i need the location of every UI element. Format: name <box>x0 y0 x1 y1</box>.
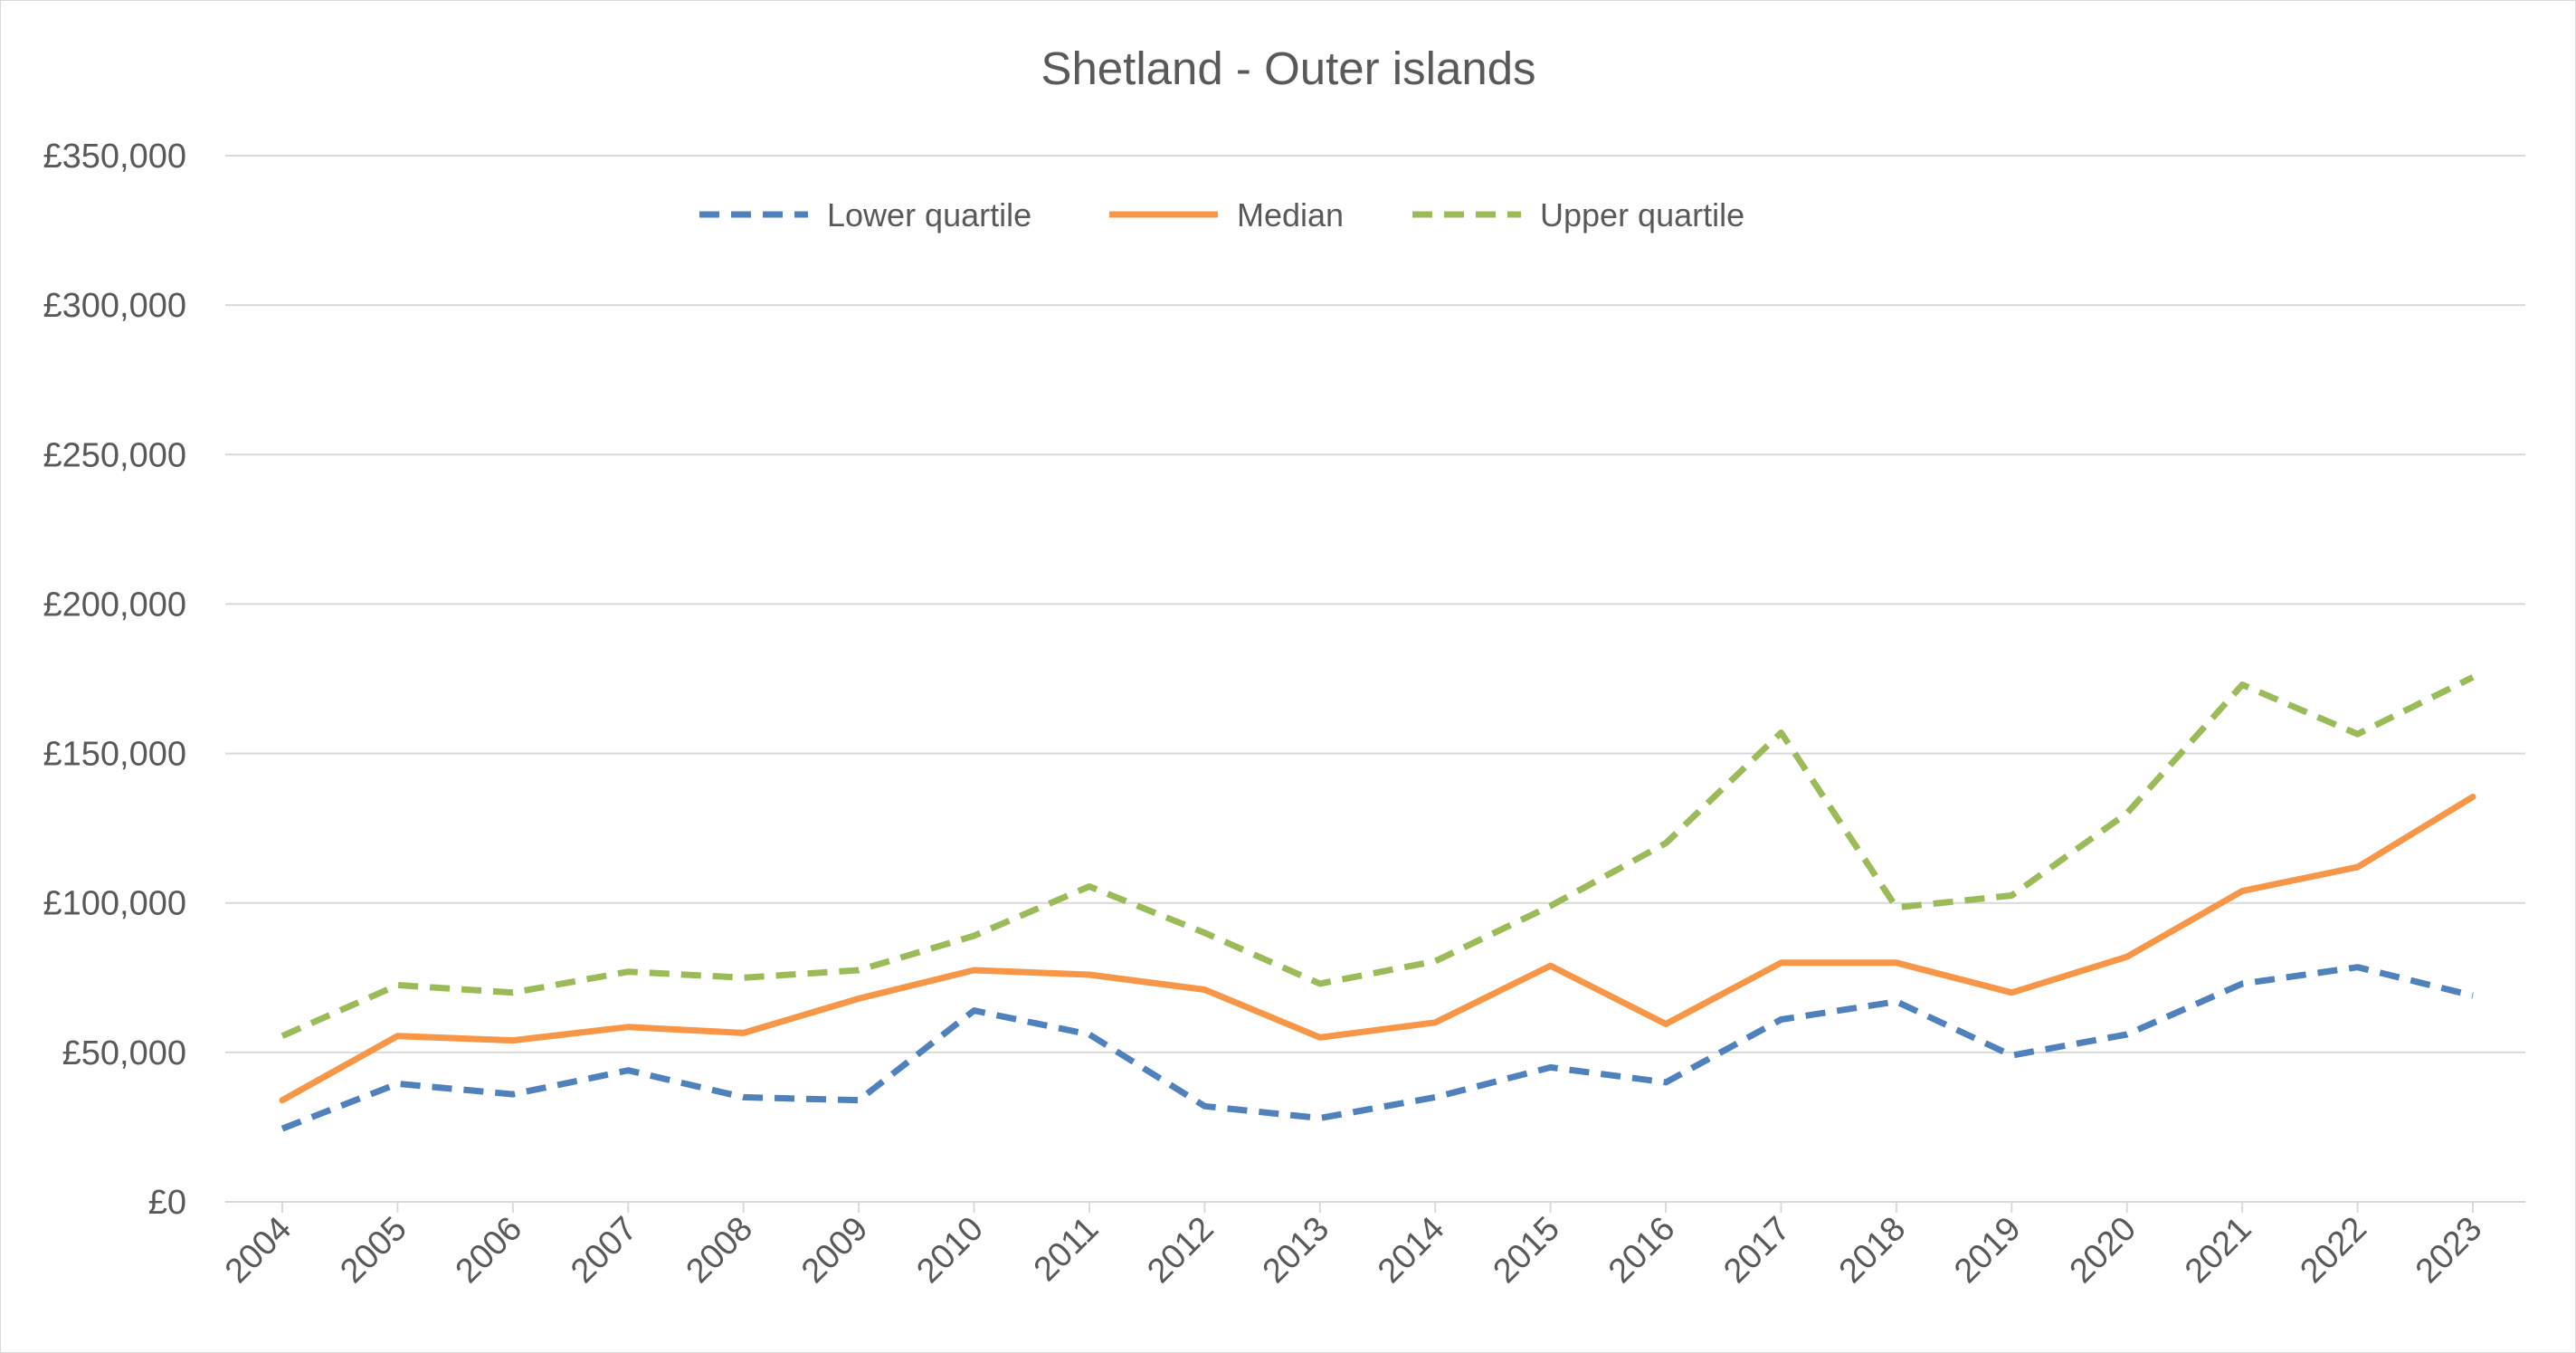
x-tick-label: 2009 <box>794 1210 875 1291</box>
x-tick-label: 2011 <box>1027 1210 1106 1289</box>
x-tick-label: 2008 <box>680 1210 760 1291</box>
x-tick-label: 2010 <box>909 1210 990 1291</box>
legend: Lower quartile Median Upper quartile <box>699 196 1744 233</box>
x-tick-label: 2012 <box>1140 1210 1221 1291</box>
series-line-median <box>279 794 2476 1104</box>
y-tick-label: £0 <box>148 1184 186 1222</box>
legend-label: Median <box>1237 196 1344 233</box>
y-tick-label: £50,000 <box>62 1034 186 1072</box>
y-tick-label: £150,000 <box>43 736 187 774</box>
gridlines <box>225 155 2525 1203</box>
y-axis-tick-labels: £0 £50,000 £100,000 £150,000 £200,000 £250,00… <box>43 138 187 1222</box>
x-tick-label: 2019 <box>1947 1210 2028 1291</box>
x-tick-label: 2021 <box>2178 1210 2258 1291</box>
x-tick-label: 2017 <box>1716 1210 1797 1291</box>
x-tick-label: 2020 <box>2063 1210 2143 1291</box>
series-line-upper-quartile <box>280 674 2475 1039</box>
y-tick-label: £250,000 <box>43 436 187 474</box>
y-tick-label: £100,000 <box>43 885 187 923</box>
x-tick-label: 2015 <box>1487 1210 1567 1291</box>
x-tick-label: 2022 <box>2293 1210 2373 1291</box>
x-tick-label: 2005 <box>333 1210 413 1291</box>
y-tick-label: £300,000 <box>43 287 187 325</box>
y-tick-label: £350,000 <box>43 138 187 176</box>
x-tick-label: 2018 <box>1832 1210 1913 1291</box>
x-tick-label: 2023 <box>2409 1210 2489 1291</box>
series-lines <box>279 674 2476 1132</box>
x-tick-label: 2016 <box>1602 1210 1682 1291</box>
x-tick-label: 2007 <box>564 1210 644 1291</box>
x-tick-label: 2014 <box>1371 1210 1451 1291</box>
series-line-lower-quartile <box>280 964 2474 1132</box>
legend-label: Lower quartile <box>827 196 1031 233</box>
x-axis-tick-labels: 2004 2005 2006 2007 2008 2009 2010 2011 2012 2013… <box>218 1202 2489 1291</box>
y-tick-label: £200,000 <box>43 586 187 624</box>
chart-title: Shetland - Outer islands <box>1041 43 1535 94</box>
x-tick-label: 2013 <box>1256 1210 1336 1291</box>
x-tick-label: 2004 <box>218 1210 299 1291</box>
legend-label: Upper quartile <box>1540 196 1744 233</box>
x-tick-label: 2006 <box>449 1210 529 1291</box>
